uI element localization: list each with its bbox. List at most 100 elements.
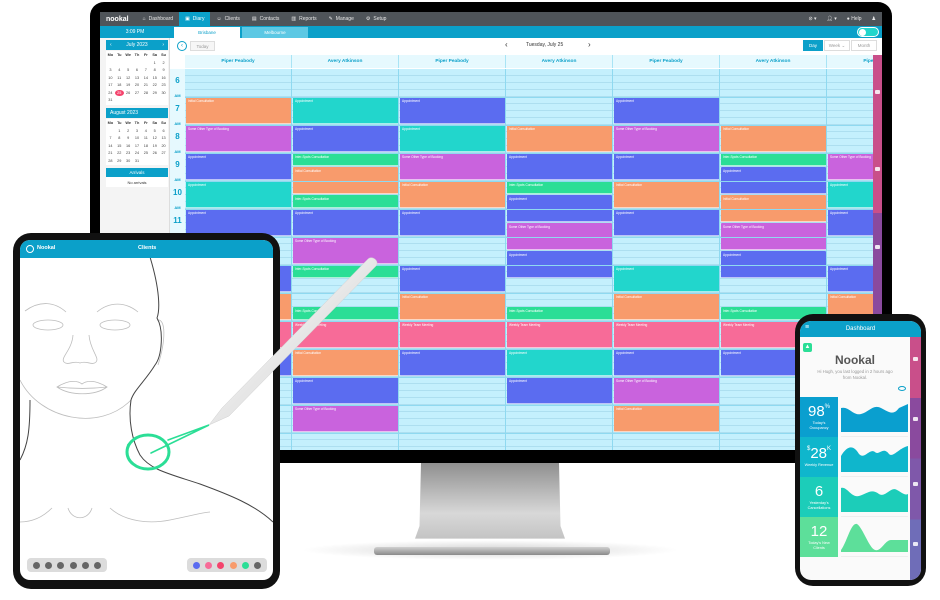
appointment[interactable]: Appointment bbox=[186, 181, 291, 208]
appointment[interactable]: Appointment bbox=[293, 125, 398, 152]
date-cell[interactable]: 2 bbox=[162, 60, 165, 65]
date-cell[interactable]: 19 bbox=[126, 83, 131, 87]
date-cell[interactable]: 23 bbox=[126, 151, 131, 155]
pen-color-swatch[interactable] bbox=[217, 561, 225, 569]
date-cell[interactable]: 6 bbox=[135, 68, 139, 72]
nav-diary[interactable]: ▣ Diary bbox=[179, 12, 211, 26]
appointment[interactable]: Initial Consultation bbox=[614, 293, 719, 320]
date-cell[interactable]: 14 bbox=[143, 75, 148, 80]
date-cell[interactable]: 8 bbox=[153, 68, 156, 72]
date-cell[interactable]: 21 bbox=[108, 151, 113, 155]
date-cell[interactable]: 15 bbox=[152, 75, 157, 80]
view-day-button[interactable]: Day bbox=[803, 40, 823, 51]
clock-icon[interactable]: ⊘ ▾ bbox=[808, 16, 817, 22]
appointment[interactable]: Appointment bbox=[614, 153, 719, 180]
appointment[interactable]: Appointment bbox=[828, 181, 873, 208]
date-cell[interactable]: 20 bbox=[161, 143, 166, 148]
pen-color-swatch[interactable] bbox=[241, 561, 249, 569]
date-cell[interactable]: 17 bbox=[108, 83, 113, 87]
stat-tile[interactable]: $28K Weekly Revenue bbox=[800, 437, 838, 477]
date-cell[interactable]: 9 bbox=[162, 68, 165, 72]
date-cell[interactable]: 9 bbox=[127, 136, 130, 140]
date-cell[interactable]: 30 bbox=[126, 158, 131, 163]
prev-month-icon[interactable]: ‹ bbox=[110, 42, 112, 48]
appointment[interactable]: Appointment bbox=[507, 251, 612, 278]
appointment[interactable]: Inter-Spots Consultation bbox=[293, 153, 398, 166]
date-cell[interactable]: 4 bbox=[144, 128, 147, 133]
appointment[interactable]: Appointment bbox=[828, 265, 873, 292]
appointment[interactable]: Appointment bbox=[400, 97, 505, 124]
date-cell[interactable]: 16 bbox=[161, 75, 166, 80]
appointment[interactable]: Initial Consultation bbox=[293, 349, 398, 376]
user-icon[interactable]: 👤︎ ▾ bbox=[826, 16, 837, 22]
appointment[interactable]: Appointment bbox=[400, 209, 505, 236]
appointment[interactable]: Initial Consultation bbox=[614, 181, 719, 208]
date-cell[interactable]: 1 bbox=[118, 128, 121, 133]
appointment[interactable]: Weekly Team Meeting bbox=[614, 321, 719, 348]
date-cell[interactable]: 26 bbox=[126, 90, 131, 95]
date-cell[interactable]: 17 bbox=[134, 143, 140, 148]
appointment[interactable]: Weekly Team Meeting bbox=[400, 321, 505, 348]
appointment[interactable]: Initial Consultation bbox=[614, 405, 719, 432]
appointment[interactable]: Initial Consultation bbox=[721, 195, 826, 222]
date-cell[interactable]: 29 bbox=[152, 90, 157, 95]
appointment[interactable]: Appointment bbox=[400, 349, 505, 376]
arrivals-header[interactable]: Arrivals bbox=[106, 168, 168, 177]
appointment[interactable]: Weekly Team Meeting bbox=[507, 321, 612, 348]
stat-tile[interactable]: 12 Today's New Clients bbox=[800, 517, 838, 557]
appointment[interactable]: Initial Consultation bbox=[400, 293, 505, 320]
drawing-tool-button[interactable] bbox=[57, 561, 65, 569]
drawing-tool-button[interactable] bbox=[32, 561, 40, 569]
appointment[interactable]: Appointment bbox=[828, 209, 873, 236]
pen-color-swatch[interactable] bbox=[204, 561, 212, 569]
appointment[interactable]: Some Other Type of Booking bbox=[293, 405, 398, 432]
date-cell[interactable]: 27 bbox=[134, 90, 140, 95]
appointment[interactable]: Some Other Type of Booking bbox=[400, 153, 505, 180]
date-cell[interactable]: 30 bbox=[161, 90, 166, 95]
appointment[interactable]: Appointment bbox=[614, 209, 719, 236]
next-day-button[interactable]: › bbox=[588, 40, 591, 49]
date-cell[interactable]: 4 bbox=[118, 68, 121, 72]
appointment[interactable]: Some Other Type of Booking bbox=[614, 377, 719, 404]
bell-icon[interactable] bbox=[913, 482, 918, 486]
appointment[interactable]: Appointment bbox=[614, 349, 719, 376]
appointment[interactable]: Appointment bbox=[507, 153, 612, 180]
nav-dashboard[interactable]: ⌂ Dashboard bbox=[137, 12, 180, 26]
appointment[interactable]: Some Other Type of Booking bbox=[614, 125, 719, 152]
pin-icon[interactable] bbox=[875, 167, 880, 171]
date-cell[interactable]: 18 bbox=[117, 83, 122, 87]
appointment[interactable]: Appointment bbox=[507, 377, 612, 404]
date-cell[interactable]: 22 bbox=[117, 151, 122, 155]
date-cell[interactable]: 6 bbox=[162, 128, 165, 133]
eye-icon[interactable] bbox=[898, 386, 906, 391]
nav-manage[interactable]: ✎ Manage bbox=[323, 12, 360, 26]
date-cell[interactable]: 12 bbox=[126, 75, 131, 80]
pin-icon[interactable] bbox=[913, 417, 918, 421]
date-cell[interactable]: 25 bbox=[114, 89, 124, 96]
appointment[interactable]: Inter-Spots Consultation bbox=[507, 307, 612, 320]
appointment[interactable]: Appointment bbox=[186, 209, 291, 236]
appointment[interactable]: Some Other Type of Booking bbox=[828, 153, 873, 180]
nav-setup[interactable]: ⚙ Setup bbox=[360, 12, 393, 26]
date-cell[interactable]: 1 bbox=[153, 60, 156, 65]
date-cell[interactable]: 3 bbox=[109, 68, 112, 72]
nav-reports[interactable]: ▥ Reports bbox=[285, 12, 322, 26]
pen-color-swatch[interactable] bbox=[229, 561, 237, 569]
collapse-panel-button[interactable]: ‹ bbox=[177, 41, 187, 51]
date-cell[interactable]: 13 bbox=[161, 136, 166, 140]
date-cell[interactable]: 10 bbox=[134, 136, 140, 140]
appointment[interactable]: Inter-Spots Consultation bbox=[507, 181, 612, 194]
date-cell[interactable]: 24 bbox=[134, 151, 140, 155]
appointment[interactable]: Initial Consultation bbox=[186, 97, 291, 124]
date-cell[interactable]: 15 bbox=[117, 143, 122, 148]
drawing-tool-button[interactable] bbox=[44, 561, 52, 569]
date-cell[interactable]: 31 bbox=[134, 158, 140, 163]
appointment[interactable]: Appointment bbox=[614, 97, 719, 124]
drawing-tool-button[interactable] bbox=[94, 561, 102, 569]
view-month-button[interactable]: Month bbox=[851, 40, 877, 51]
date-cell[interactable]: 21 bbox=[143, 83, 148, 87]
appointment[interactable]: Appointment bbox=[293, 97, 398, 124]
date-cell[interactable]: 12 bbox=[152, 136, 157, 140]
date-cell[interactable]: 13 bbox=[134, 75, 140, 80]
